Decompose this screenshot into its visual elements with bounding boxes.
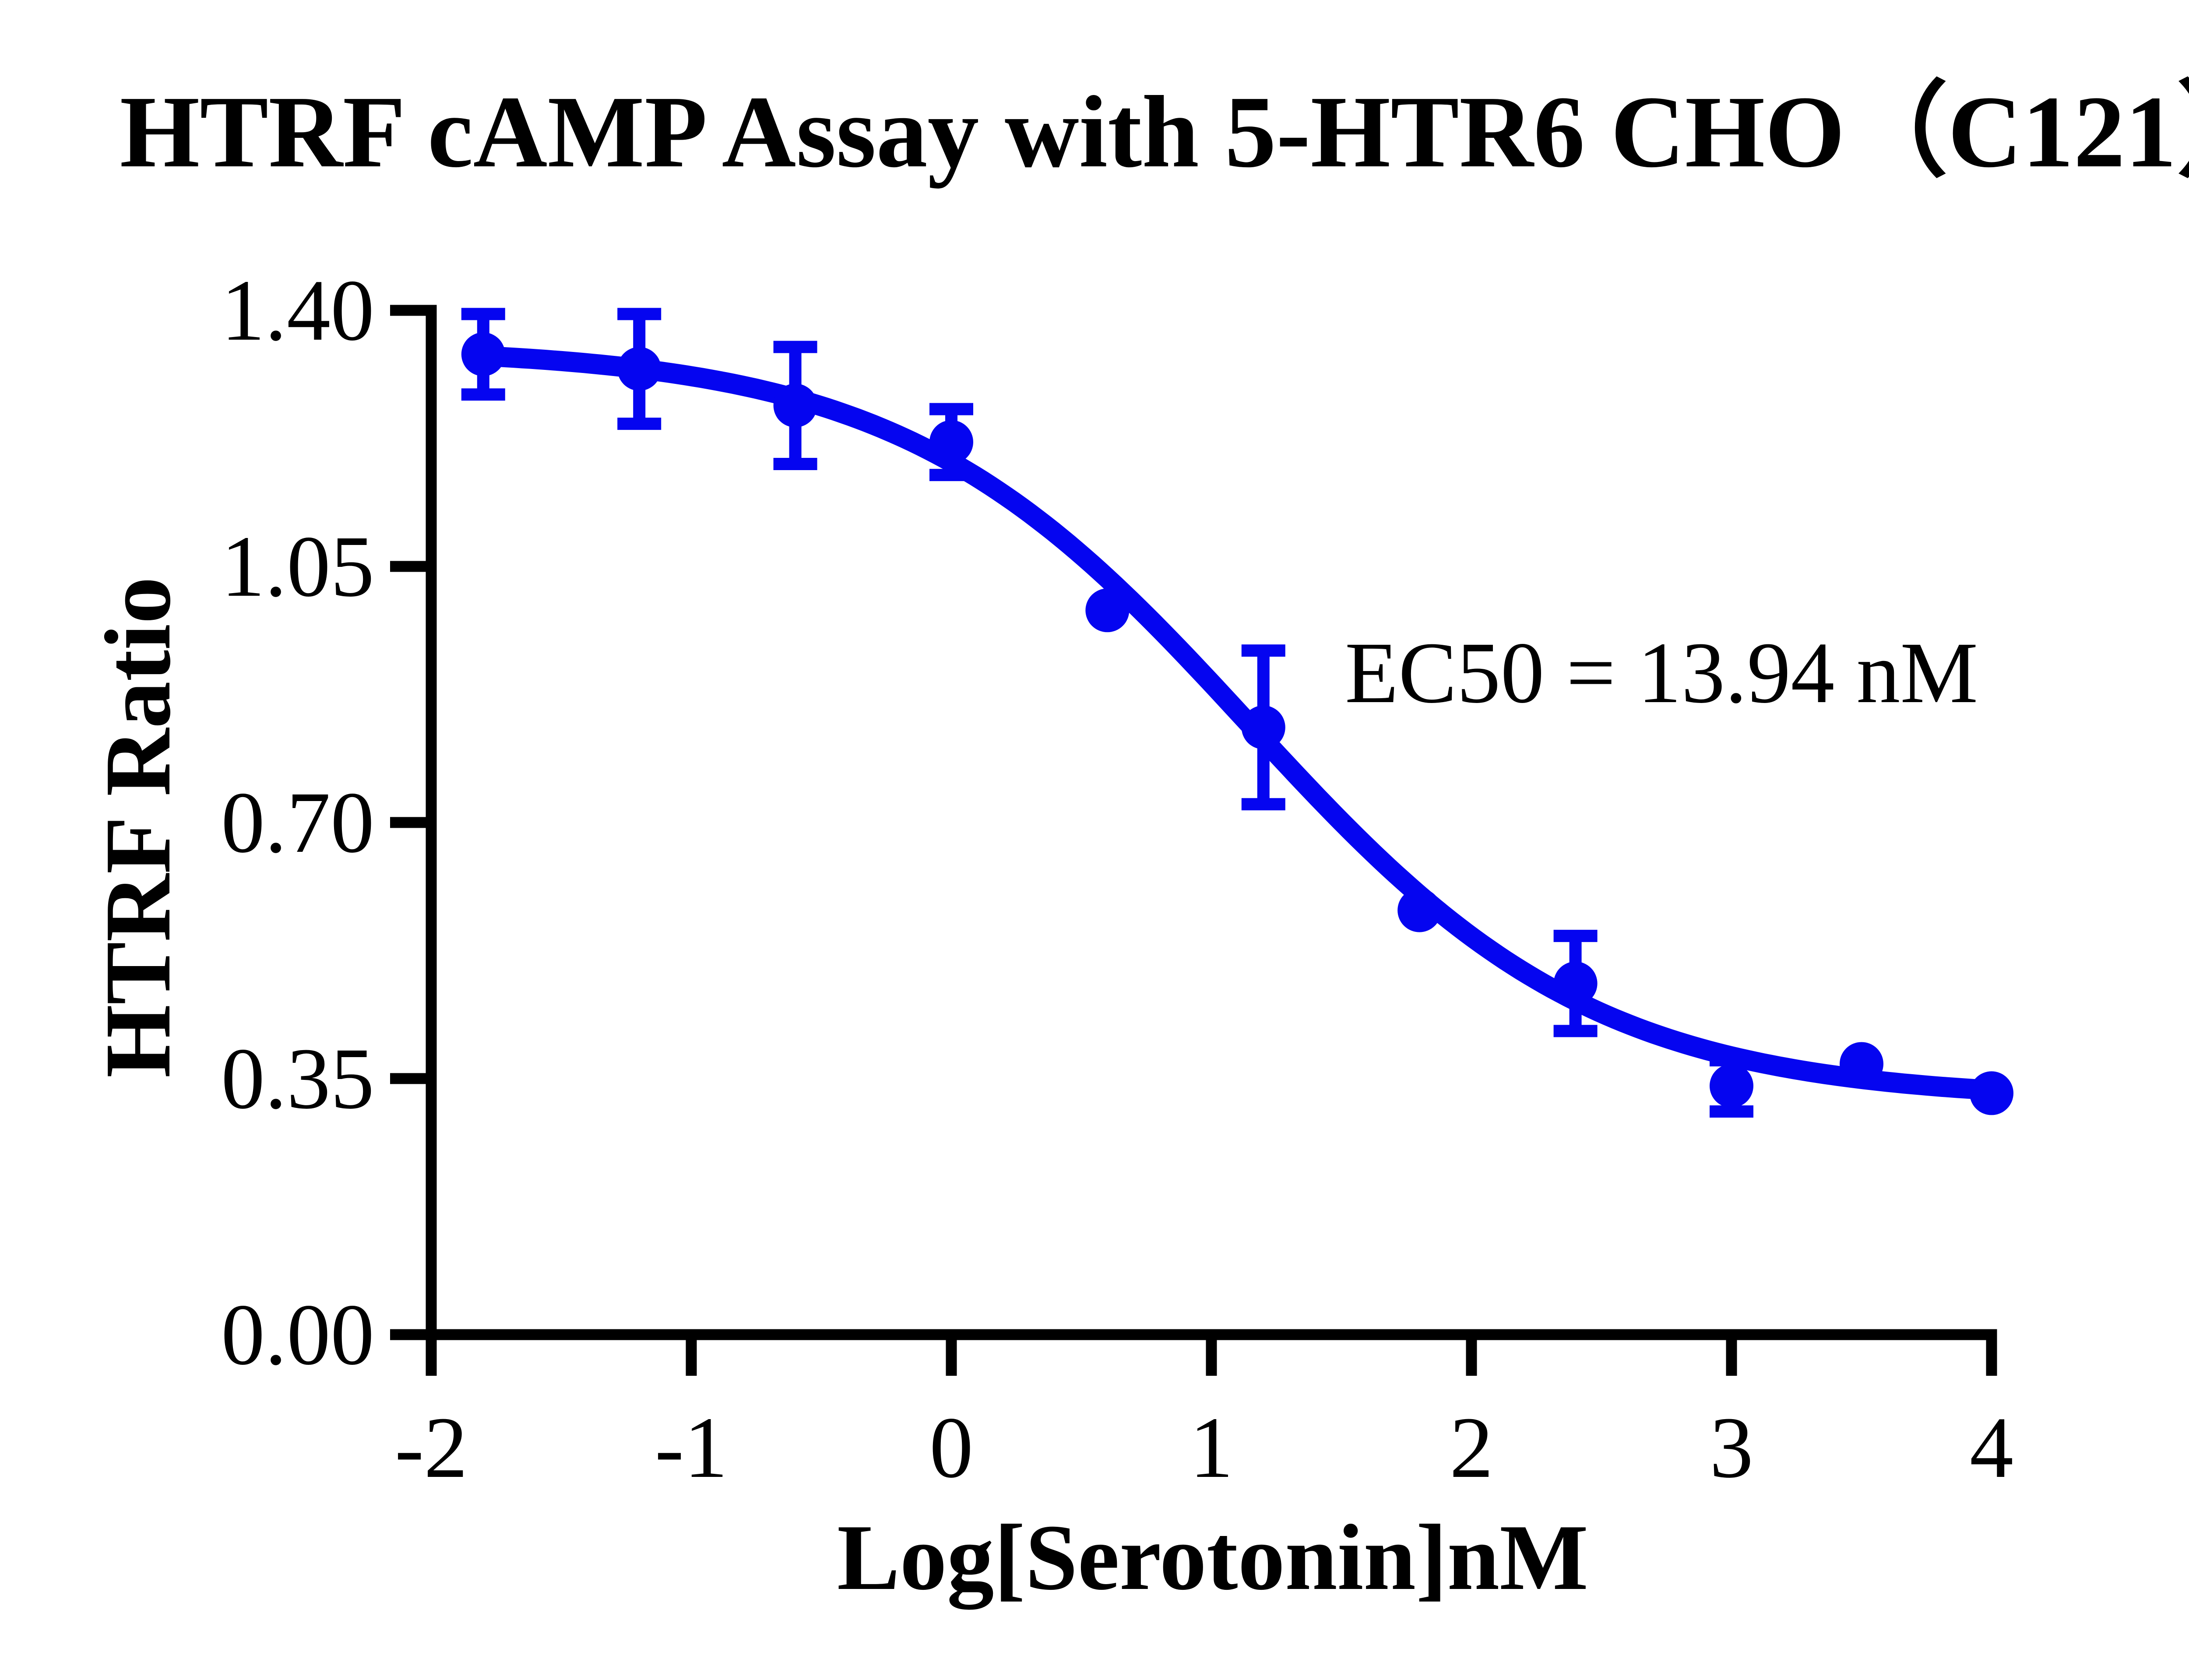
x-tick-label: 0: [929, 1399, 973, 1496]
data-point: [1553, 961, 1598, 1005]
data-point: [929, 420, 973, 464]
y-tick-label: 1.05: [221, 518, 374, 615]
data-point: [1397, 888, 1442, 932]
y-tick-labels: 0.00 0.35 0.70 1.05 1.40: [221, 262, 374, 1383]
x-tick-label: 3: [1710, 1399, 1753, 1496]
axes: [390, 305, 1997, 1376]
y-tick-label: 1.40: [221, 262, 374, 359]
x-tick-label: -1: [655, 1399, 728, 1496]
data-point: [1970, 1071, 2013, 1115]
x-tick-label: 4: [1970, 1399, 2013, 1496]
y-tick-label: 0.35: [221, 1030, 374, 1127]
x-tick-label: 2: [1450, 1399, 1493, 1496]
data-point: [1085, 588, 1130, 633]
fit-curve: [473, 346, 1999, 1100]
fit-curve-group: [473, 346, 1999, 1100]
data-point: [617, 347, 662, 391]
data-point: [1840, 1042, 1883, 1086]
y-tick-label: 0.70: [221, 774, 374, 871]
y-tick-label: 0.00: [221, 1286, 374, 1383]
y-axis-title: HTRF Ratio: [85, 577, 190, 1078]
data-point: [1241, 705, 1285, 749]
x-tick-labels: -2 -1 0 1 2 3 4: [395, 1399, 2013, 1496]
chart-title: HTRF cAMP Assay with 5-HTR6 CHO（C121）: [120, 75, 2189, 189]
data-point: [1710, 1064, 1753, 1108]
data-point: [773, 383, 817, 428]
ec50-annotation: EC50 = 13.94 nM: [1345, 625, 1978, 721]
data-point: [461, 332, 505, 376]
x-axis-title: Log[Serotonin]nM: [837, 1505, 1588, 1610]
x-tick-label: 1: [1190, 1399, 1233, 1496]
data-points: [461, 332, 2013, 1115]
x-tick-label: -2: [395, 1399, 468, 1496]
